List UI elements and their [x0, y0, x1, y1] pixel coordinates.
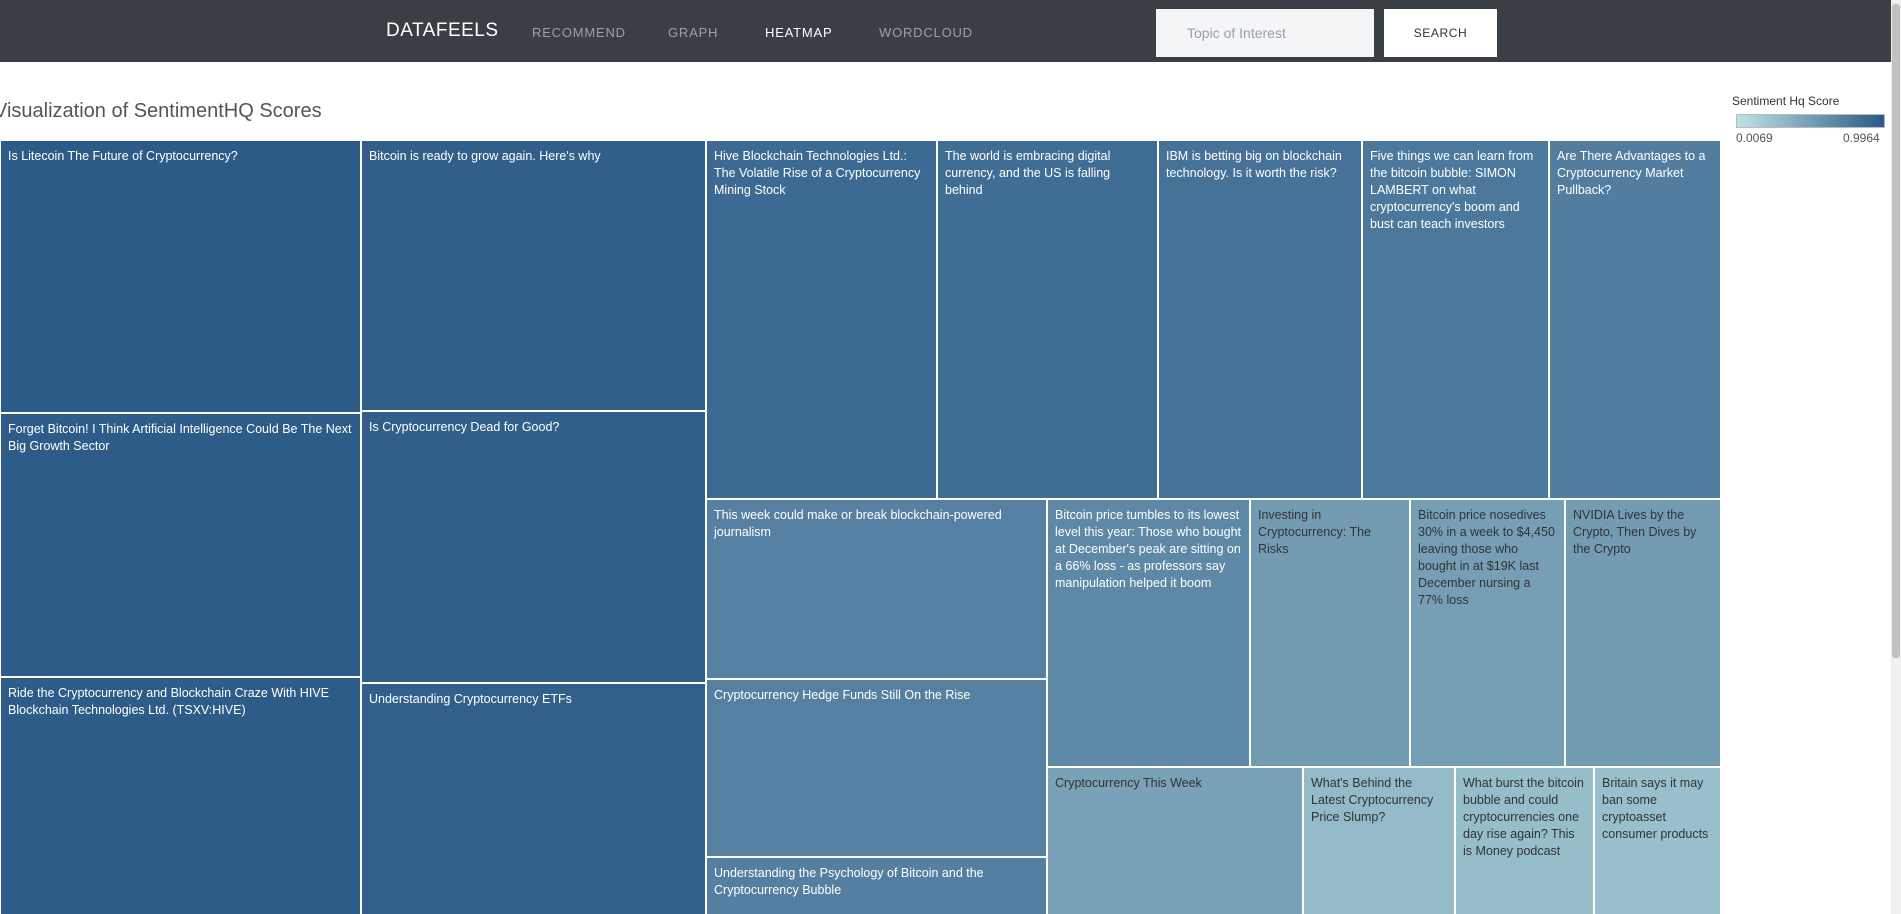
- treemap-cell-label: What's Behind the Latest Cryptocurrency …: [1311, 776, 1434, 824]
- treemap-cell-label: Cryptocurrency Hedge Funds Still On the …: [714, 688, 971, 702]
- nav-wordcloud[interactable]: WORDCLOUD: [879, 25, 973, 40]
- nav-recommend[interactable]: RECOMMEND: [532, 25, 626, 40]
- treemap-cell-label: The world is embracing digital currency,…: [945, 149, 1111, 197]
- legend-color-scale: [1736, 114, 1885, 128]
- treemap-cell[interactable]: Cryptocurrency This Week: [1047, 767, 1303, 914]
- treemap-cell[interactable]: Britain says it may ban some cryptoasset…: [1594, 767, 1721, 914]
- treemap-cell[interactable]: Is Cryptocurrency Dead for Good?: [361, 411, 706, 683]
- treemap-cell-label: Britain says it may ban some cryptoasset…: [1602, 776, 1709, 841]
- search-button[interactable]: SEARCH: [1384, 9, 1497, 57]
- treemap-cell-label: Understanding the Psychology of Bitcoin …: [714, 866, 984, 897]
- treemap-cell-label: Investing in Cryptocurrency: The Risks: [1258, 508, 1372, 556]
- treemap-cell[interactable]: Are There Advantages to a Cryptocurrency…: [1549, 140, 1721, 499]
- top-navbar: DATAFEELS RECOMMEND GRAPH HEATMAP WORDCL…: [0, 0, 1901, 62]
- treemap-cell[interactable]: Hive Blockchain Technologies Ltd.: The V…: [706, 140, 937, 499]
- treemap-cell-label: IBM is betting big on blockchain technol…: [1166, 149, 1342, 180]
- treemap-cell[interactable]: Bitcoin price nosedives 30% in a week to…: [1410, 499, 1565, 767]
- treemap-cell-label: Five things we can learn from the bitcoi…: [1370, 149, 1534, 231]
- treemap-cell-label: Ride the Cryptocurrency and Blockchain C…: [8, 686, 329, 717]
- brand-logo[interactable]: DATAFEELS: [386, 20, 499, 41]
- legend-title: Sentiment Hq Score: [1732, 94, 1840, 108]
- treemap-cell-label: What burst the bitcoin bubble and could …: [1463, 776, 1584, 858]
- treemap-cell[interactable]: Five things we can learn from the bitcoi…: [1362, 140, 1549, 499]
- treemap-cell[interactable]: The world is embracing digital currency,…: [937, 140, 1158, 499]
- treemap-cell[interactable]: Cryptocurrency Hedge Funds Still On the …: [706, 679, 1047, 857]
- treemap-cell-label: Understanding Cryptocurrency ETFs: [369, 692, 572, 706]
- treemap-cell[interactable]: Understanding Cryptocurrency ETFs: [361, 683, 706, 914]
- treemap-cell[interactable]: Forget Bitcoin! I Think Artificial Intel…: [0, 413, 361, 677]
- treemap-cell[interactable]: Is Litecoin The Future of Cryptocurrency…: [0, 140, 361, 413]
- treemap-cell-label: NVIDIA Lives by the Crypto, Then Dives b…: [1573, 508, 1697, 556]
- viz-title: Visualization of SentimentHQ Scores: [0, 100, 322, 122]
- treemap-cell-label: Is Litecoin The Future of Cryptocurrency…: [8, 149, 238, 163]
- treemap-cell[interactable]: What's Behind the Latest Cryptocurrency …: [1303, 767, 1455, 914]
- treemap-cell-label: Bitcoin price nosedives 30% in a week to…: [1418, 508, 1555, 607]
- treemap-cell[interactable]: Ride the Cryptocurrency and Blockchain C…: [0, 677, 361, 914]
- treemap-cell-label: Bitcoin price tumbles to its lowest leve…: [1055, 508, 1241, 590]
- nav-graph[interactable]: GRAPH: [668, 25, 719, 40]
- treemap-cell-label: Is Cryptocurrency Dead for Good?: [369, 420, 560, 434]
- treemap-heatmap: Is Litecoin The Future of Cryptocurrency…: [0, 140, 1721, 914]
- treemap-cell[interactable]: This week could make or break blockchain…: [706, 499, 1047, 679]
- search-input[interactable]: [1156, 9, 1374, 57]
- nav-heatmap[interactable]: HEATMAP: [765, 25, 833, 40]
- scrollbar-thumb[interactable]: [1892, 4, 1900, 658]
- legend-max-value: 0.9964: [1843, 131, 1880, 145]
- treemap-cell-label: Forget Bitcoin! I Think Artificial Intel…: [8, 422, 352, 453]
- treemap-cell[interactable]: Understanding the Psychology of Bitcoin …: [706, 857, 1047, 914]
- treemap-cell[interactable]: Investing in Cryptocurrency: The Risks: [1250, 499, 1410, 767]
- treemap-cell[interactable]: IBM is betting big on blockchain technol…: [1158, 140, 1362, 499]
- treemap-cell[interactable]: NVIDIA Lives by the Crypto, Then Dives b…: [1565, 499, 1721, 767]
- treemap-cell[interactable]: Bitcoin price tumbles to its lowest leve…: [1047, 499, 1250, 767]
- treemap-cell-label: Bitcoin is ready to grow again. Here's w…: [369, 149, 601, 163]
- treemap-cell-label: Are There Advantages to a Cryptocurrency…: [1557, 149, 1706, 197]
- legend-min-value: 0.0069: [1736, 131, 1773, 145]
- treemap-cell[interactable]: What burst the bitcoin bubble and could …: [1455, 767, 1594, 914]
- treemap-cell-label: This week could make or break blockchain…: [714, 508, 1002, 539]
- treemap-cell-label: Cryptocurrency This Week: [1055, 776, 1202, 790]
- treemap-cell[interactable]: Bitcoin is ready to grow again. Here's w…: [361, 140, 706, 411]
- treemap-cell-label: Hive Blockchain Technologies Ltd.: The V…: [714, 149, 921, 197]
